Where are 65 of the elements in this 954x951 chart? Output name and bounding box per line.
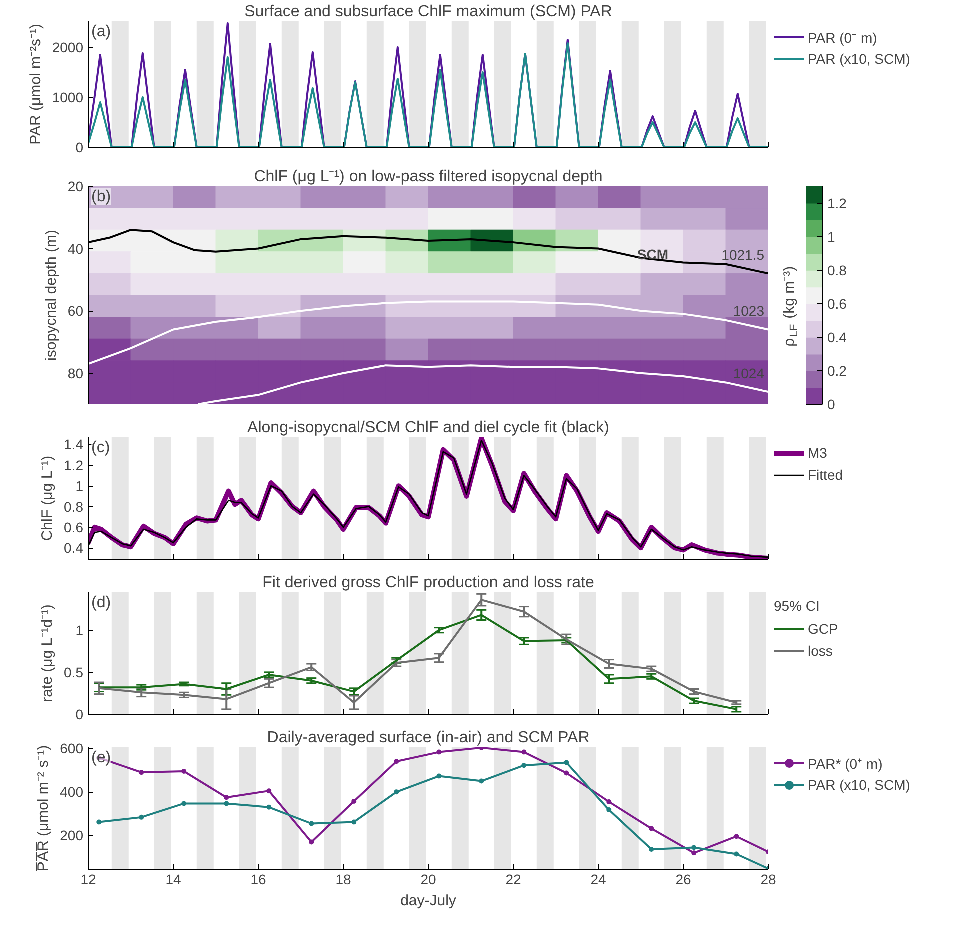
legend-label: PAR (0⁻ m): [808, 28, 878, 46]
chart-title: Daily-averaged surface (in-air) and SCM PAR: [267, 730, 590, 746]
annotation: 1024: [733, 365, 765, 382]
y-tick-label: 20: [68, 178, 84, 194]
color-bar-label: 0.2: [828, 362, 848, 379]
legend-label: GCP: [808, 621, 838, 637]
y-tick-label: 1000: [52, 90, 84, 106]
annotation: (a): [92, 24, 112, 40]
legend-label: M3: [808, 445, 828, 461]
annotation: (d): [92, 594, 112, 612]
y-tick-label: 600: [60, 740, 84, 757]
series-label: SCM: [637, 246, 669, 263]
x-tick-label: 20: [420, 872, 436, 888]
legend-label: loss: [808, 643, 833, 659]
x-tick-label: 28: [760, 872, 776, 888]
x-tick-label: 14: [166, 872, 182, 888]
x-tick-label: 26: [676, 872, 692, 888]
x-axis-title: day-July: [400, 892, 457, 910]
x-tick-label: 24: [590, 872, 606, 888]
y-tick-label: 0.4: [64, 540, 84, 556]
y-tick-label: 200: [60, 828, 84, 844]
annotation: (c): [92, 440, 110, 456]
chart-title: Along-isopycnal/SCM ChlF and diel cycle fit (black): [248, 420, 610, 436]
y-tick-label: 0.8: [64, 498, 84, 515]
y-axis-title: isopycnal depth (m): [42, 230, 60, 361]
y-axis-title: P̅A̅R̅ (μmol m⁻² s⁻¹): [35, 745, 52, 872]
color-bar-label: 1.2: [828, 195, 848, 212]
chart-title: ChlF (μg L⁻¹) on low-pass filtered isopycnal depth: [254, 168, 603, 186]
annotation: (e): [92, 750, 112, 766]
color-bar-label: 0.8: [828, 262, 848, 278]
color-bar-label: 0.4: [828, 329, 848, 346]
y-tick-label: 0.6: [64, 519, 84, 536]
y-axis-title: ChlF (μg L⁻¹): [39, 456, 56, 542]
x-tick-label: 22: [506, 872, 522, 888]
y-tick-label: 0: [76, 140, 84, 156]
annotation: 1021.5: [722, 247, 765, 264]
color-bar-label: 1: [828, 228, 836, 245]
y-tick-label: 1.4: [64, 436, 84, 453]
y-tick-label: 1: [76, 622, 84, 638]
annotation: 1023: [733, 303, 765, 320]
y-axis-title: rate (μg L⁻¹d⁻¹): [39, 604, 56, 702]
y-tick-label: 80: [68, 365, 84, 382]
color-bar-label: 0.6: [828, 296, 848, 312]
chart-title: Surface and subsurface ChlF maximum (SCM) PAR: [244, 4, 612, 20]
x-tick-label: 18: [336, 872, 352, 888]
legend-title: 95% CI: [774, 598, 821, 614]
legend-label: PAR (x10, SCM): [808, 777, 910, 793]
y-axis-title: PAR (μmol m⁻²s⁻¹): [27, 24, 44, 145]
y-tick-label: 60: [68, 303, 84, 320]
y-tick-label: 1.2: [64, 457, 84, 474]
chart-title: Fit derived gross ChlF production and loss rate: [262, 574, 594, 592]
legend-label: PAR* (0⁺ m): [808, 754, 883, 772]
x-tick-label: 12: [80, 872, 96, 888]
y-tick-label: 40: [68, 240, 84, 257]
annotation: (b): [92, 188, 112, 206]
legend-label: PAR (x10, SCM): [808, 51, 910, 67]
x-tick-label: 16: [250, 872, 266, 888]
y2-axis-title: ρLF (kg m⁻³): [781, 266, 800, 347]
color-bar-label: 0: [828, 396, 836, 412]
y-tick-label: 1: [76, 478, 84, 494]
y-tick-label: 0: [76, 706, 84, 722]
y-tick-label: 0.5: [64, 664, 84, 680]
y-tick-label: 2000: [52, 40, 84, 56]
y-tick-label: 400: [60, 784, 84, 800]
legend-label: Fitted: [808, 467, 844, 483]
